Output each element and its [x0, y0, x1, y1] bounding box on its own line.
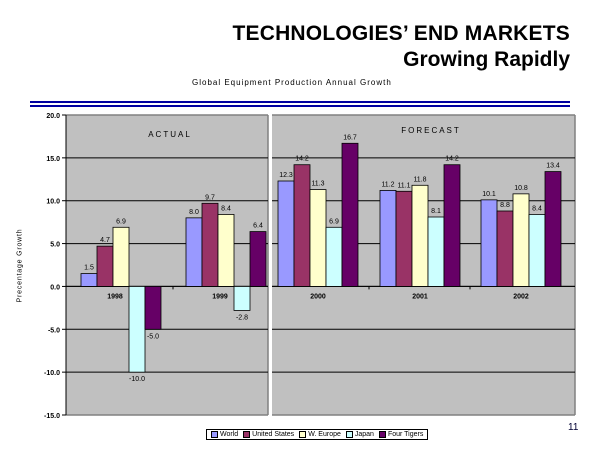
x-tick-label: 2001 [412, 293, 428, 300]
data-label: 6.9 [116, 218, 126, 225]
data-label: 10.1 [482, 191, 496, 198]
data-label: 11.8 [413, 176, 426, 183]
page-subtitle: Growing Rapidly [403, 48, 570, 71]
legend-swatch [211, 431, 218, 438]
legend-label: Four Tigers [387, 431, 424, 438]
divider-rule [30, 101, 570, 103]
bar [325, 226, 343, 287]
bar [249, 231, 267, 287]
plot-panel-actual [66, 115, 268, 415]
panel-label-actual: ACTUAL [148, 130, 192, 139]
bar [341, 142, 359, 287]
data-label: 8.0 [189, 209, 199, 216]
legend-item: Japan [345, 431, 374, 438]
legend-swatch [378, 431, 386, 438]
data-label: -10.0 [129, 376, 145, 383]
data-label: 1.5 [84, 265, 94, 272]
bar [443, 164, 461, 287]
x-tick-label: 2002 [513, 293, 529, 300]
bar [309, 189, 327, 287]
data-label: 12.3 [279, 172, 293, 179]
bar [293, 164, 311, 287]
data-label: -5.0 [147, 333, 159, 340]
y-tick-label: 20.0 [46, 113, 60, 120]
legend-swatch [243, 431, 251, 438]
bar [395, 190, 413, 287]
legend-label: World [220, 431, 239, 438]
y-tick-label: -15.0 [44, 413, 60, 420]
legend-label: United States [252, 431, 295, 438]
bar [185, 217, 203, 287]
legend-item: Four Tigers [378, 431, 424, 438]
bar [233, 286, 251, 311]
data-label: 6.9 [329, 218, 339, 225]
data-label: 8.4 [532, 205, 542, 212]
bar [144, 286, 162, 330]
bar [96, 245, 114, 287]
data-label: 11.2 [381, 181, 394, 188]
panel-label-forecast: FORECAST [401, 126, 461, 135]
y-tick-label: -10.0 [44, 370, 60, 377]
data-label: 8.8 [500, 202, 510, 209]
bar [128, 286, 146, 373]
y-tick-label: 0.0 [50, 284, 60, 291]
page-number: 11 [568, 422, 579, 433]
data-label: 11.1 [397, 182, 410, 189]
data-label: 13.4 [546, 163, 560, 170]
data-label: 11.3 [311, 181, 324, 188]
bar [201, 202, 219, 287]
data-label: 6.4 [253, 223, 263, 230]
bar [217, 214, 235, 287]
legend-item: World [211, 431, 238, 438]
divider-rule [30, 105, 570, 107]
bar [496, 210, 514, 287]
y-tick-label: -5.0 [48, 327, 60, 334]
x-tick-label: 1998 [107, 293, 123, 300]
bar [379, 190, 397, 287]
data-label: 4.7 [100, 237, 110, 244]
y-axis-label: Precentage Growth [16, 228, 24, 303]
legend-swatch [345, 431, 353, 438]
y-tick-label: 10.0 [46, 199, 60, 206]
y-tick-label: 15.0 [46, 156, 60, 163]
bar [112, 226, 130, 287]
bar [80, 273, 98, 287]
data-label: 8.1 [431, 208, 441, 215]
bar [427, 216, 445, 287]
bar [480, 199, 498, 287]
legend-label: W. Europe [308, 431, 341, 438]
data-label: 9.7 [205, 194, 215, 201]
legend-swatch [299, 431, 307, 438]
data-label: 8.4 [221, 205, 231, 212]
data-label: 14.2 [445, 156, 459, 163]
data-label: 16.7 [343, 134, 357, 141]
bar [277, 180, 295, 287]
x-tick-label: 1999 [212, 293, 228, 300]
bar [411, 184, 429, 287]
chart-title: Global Equipment Production Annual Growt… [192, 78, 392, 87]
legend-label: Japan [354, 431, 374, 438]
bar [512, 193, 530, 287]
bar [528, 214, 546, 287]
chart-legend: World United States W. Europe Japan Four Tig… [206, 429, 429, 440]
legend-item: United States [243, 431, 294, 438]
data-label: -2.8 [236, 314, 248, 321]
y-tick-label: 5.0 [50, 242, 60, 249]
data-label: 14.2 [295, 156, 309, 163]
page-title: TECHNOLOGIES’ END MARKETS [232, 22, 570, 45]
x-tick-label: 2000 [310, 293, 326, 300]
bar [544, 171, 562, 287]
data-label: 10.8 [514, 185, 528, 192]
legend-item: W. Europe [299, 431, 341, 438]
